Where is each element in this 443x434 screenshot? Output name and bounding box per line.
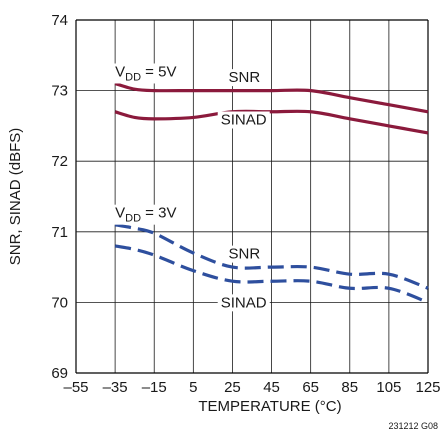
x-tick-label: –15 (142, 379, 167, 396)
tick-labels: –55 –35 –15 5 25 45 65 85 105 125 69 70 71 72 73 74 (51, 12, 440, 396)
series-line-vdd3-sinad (114, 244, 429, 304)
x-axis-title: TEMPERATURE (°C) (198, 398, 341, 415)
annotation-background (217, 294, 270, 312)
y-tick-label: 69 (51, 365, 68, 382)
grid (75, 19, 429, 374)
x-tick-label: 85 (341, 379, 358, 396)
vdd-annotation: VDD = 5V (112, 63, 180, 84)
annotation-background (112, 63, 180, 84)
series-line-vdd5-snr (114, 82, 429, 114)
y-tick-label: 71 (51, 224, 68, 241)
y-tick-label: 73 (51, 83, 68, 100)
annotation-text: SINAD (221, 294, 267, 311)
annotation-rest: = 5V (141, 63, 176, 80)
x-tick-label: 45 (263, 379, 280, 396)
annotation-background (225, 245, 264, 263)
y-axis-title: SNR, SINAD (dBFS) (7, 128, 24, 266)
series-layer (114, 82, 429, 304)
annotation-text: SINAD (221, 111, 267, 128)
annotation-rest: = 3V (141, 205, 176, 222)
x-tick-label: 125 (415, 379, 440, 396)
series-line-vdd3-snr (114, 223, 429, 290)
y-tick-label: 70 (51, 294, 68, 311)
y-tick-label: 72 (51, 153, 68, 170)
annotation-subscript: DD (125, 71, 141, 83)
series-line-vdd5-sinad (114, 109, 429, 135)
annotation-text: VDD = 5V (115, 63, 176, 83)
series-annotation: SINAD (217, 111, 270, 129)
annotation-text: VDD = 3V (115, 205, 176, 225)
annotation-main: V (115, 205, 125, 222)
annotation-background (112, 204, 180, 225)
x-tick-label: 25 (224, 379, 241, 396)
x-tick-label: 65 (302, 379, 319, 396)
y-tick-label: 74 (51, 12, 68, 29)
annotation-text: SNR (229, 69, 261, 86)
x-tick-label: –35 (103, 379, 128, 396)
x-tick-label: 105 (376, 379, 401, 396)
vdd-annotation: VDD = 3V (112, 204, 180, 225)
annotation-subscript: DD (125, 213, 141, 225)
x-tick-label: 5 (189, 379, 197, 396)
annotation-background (217, 111, 270, 129)
series-annotation: SNR (225, 69, 264, 87)
annotation-text: SNR (229, 246, 261, 263)
annotation-main: V (115, 63, 125, 80)
series-annotation: SINAD (217, 294, 270, 312)
figure-id: 231212 G08 (388, 421, 438, 431)
annotation-background (225, 69, 264, 87)
series-annotation: SNR (225, 245, 264, 263)
x-tick-label: –55 (63, 379, 88, 396)
